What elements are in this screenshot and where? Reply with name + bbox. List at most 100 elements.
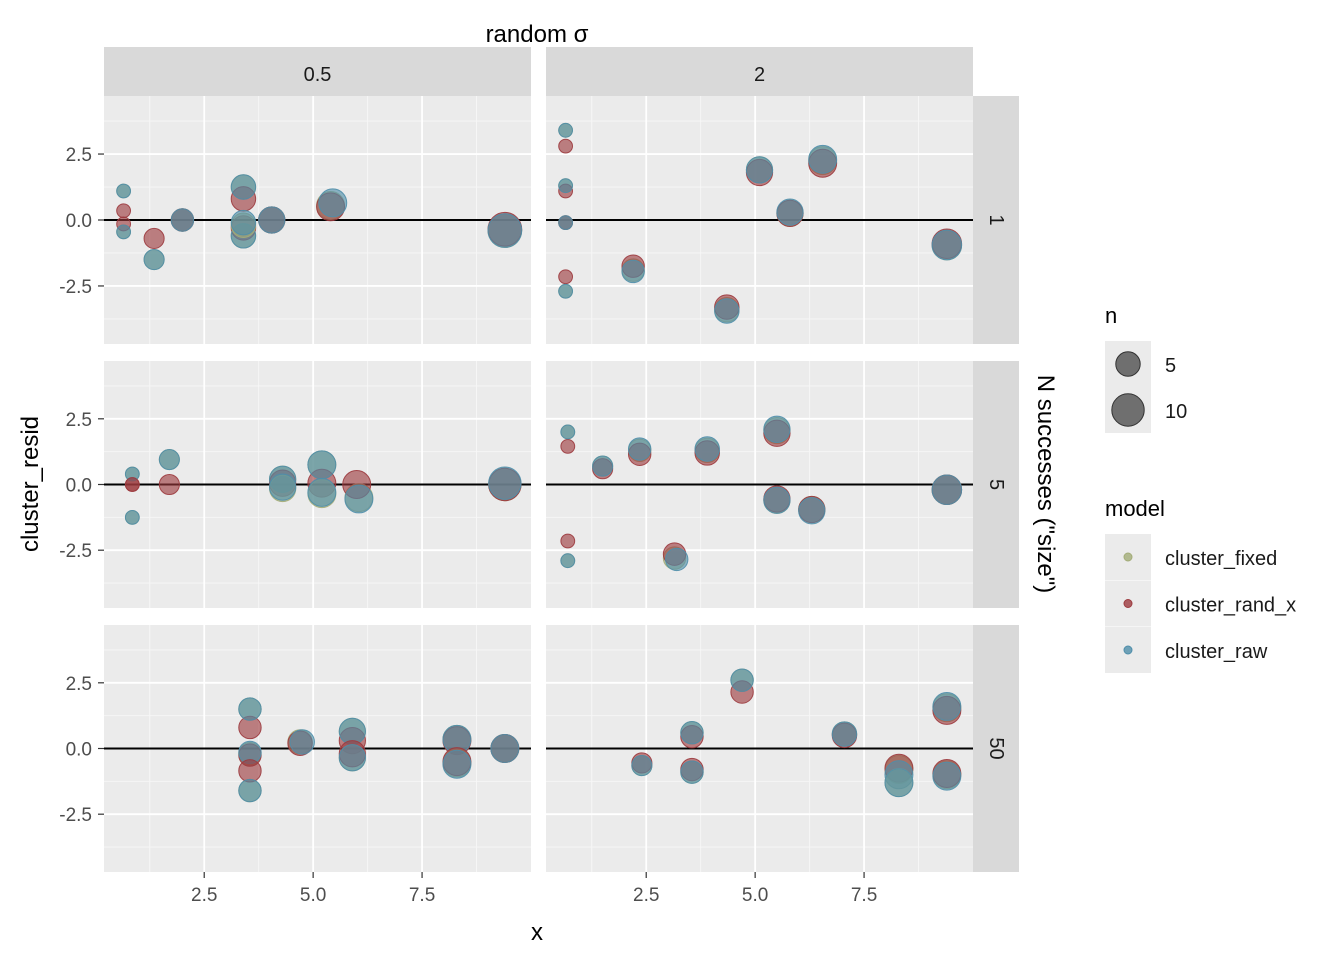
- size-legend-label: 10: [1165, 401, 1187, 423]
- facet-panel: [546, 96, 973, 344]
- data-point-cluster-raw: [665, 547, 689, 572]
- facet-panel: [104, 625, 531, 872]
- data-point-cluster-raw: [931, 229, 963, 261]
- data-point-cluster-rand-x: [558, 138, 574, 154]
- facet-col-strip: [546, 47, 973, 96]
- data-point-cluster-raw: [558, 178, 574, 194]
- data-point-cluster-raw: [627, 437, 652, 461]
- data-point-cluster-raw: [558, 122, 574, 138]
- data-point-cluster-raw: [238, 697, 262, 721]
- data-point-cluster-raw: [763, 486, 791, 514]
- legend: n 5 10 model cluster_fixed cluster_rand_xclus…: [1105, 303, 1296, 673]
- x-tick-label: 7.5: [851, 885, 877, 906]
- y-tick-label: 2.5: [66, 410, 92, 431]
- data-point-cluster-raw: [338, 744, 366, 772]
- data-point-cluster-raw: [116, 224, 132, 240]
- facet-row-label: 1: [985, 214, 1007, 225]
- x-axis-title: x: [531, 919, 543, 946]
- data-point-cluster-raw: [258, 206, 286, 234]
- y-tick-label: -2.5: [59, 277, 92, 298]
- data-point-cluster-rand-x: [560, 438, 576, 454]
- y-tick-label: 0.0: [66, 476, 92, 497]
- data-point-cluster-raw: [487, 213, 523, 248]
- data-point-cluster-raw: [560, 553, 576, 569]
- data-point-cluster-raw: [621, 259, 645, 284]
- data-point-cluster-raw: [763, 415, 791, 443]
- data-point-cluster-raw: [745, 156, 774, 184]
- size-legend-symbol: [1111, 393, 1145, 427]
- color-legend-symbol: [1123, 599, 1133, 608]
- facet-panels: 0.5 2 1 5 50 -2.5 0.0 2.5 -2.5 0.0 2.5 -2.5 0.0 2.5 2.…: [59, 47, 1019, 906]
- data-point-cluster-raw: [124, 509, 140, 525]
- chart-title: random σ: [486, 21, 589, 48]
- data-point-cluster-raw: [932, 691, 962, 721]
- data-point-cluster-rand-x: [238, 759, 262, 783]
- data-point-cluster-raw: [932, 761, 962, 791]
- data-point-cluster-raw: [680, 721, 704, 745]
- data-point-cluster-raw: [730, 668, 754, 692]
- data-point-cluster-raw: [776, 198, 804, 226]
- facet-row-label: 50: [985, 737, 1007, 759]
- data-point-cluster-raw: [694, 436, 720, 462]
- size-legend-symbol: [1115, 351, 1141, 377]
- y-tick-label: -2.5: [59, 541, 92, 562]
- data-point-cluster-raw: [560, 424, 576, 440]
- data-point-cluster-raw: [798, 497, 826, 525]
- data-point-cluster-raw: [714, 298, 740, 324]
- x-tick-label: 2.5: [633, 885, 659, 906]
- y-tick-label: 2.5: [66, 145, 92, 166]
- facet-col-label: 0.5: [304, 64, 332, 86]
- facet-row-title: N successes ("size"): [1032, 375, 1059, 593]
- y-tick-label: 0.0: [66, 211, 92, 232]
- facet-col-label: 2: [754, 64, 765, 86]
- data-point-cluster-rand-x: [124, 477, 140, 492]
- data-point-cluster-raw: [307, 450, 337, 480]
- data-point-cluster-raw: [442, 749, 472, 779]
- data-point-cluster-raw: [238, 778, 262, 803]
- data-point-cluster-raw: [680, 760, 704, 784]
- x-tick-label: 7.5: [409, 885, 435, 906]
- data-point-cluster-rand-x: [116, 203, 132, 219]
- data-point-cluster-raw: [344, 484, 374, 514]
- data-point-cluster-raw: [490, 734, 520, 763]
- y-axis-title: cluster_resid: [17, 416, 44, 552]
- color-legend-label: cluster_raw: [1165, 641, 1268, 663]
- data-point-cluster-raw: [808, 144, 838, 174]
- data-point-cluster-raw: [269, 473, 297, 501]
- facet-col-strip: [104, 47, 531, 96]
- size-legend-label: 5: [1165, 355, 1176, 377]
- x-tick-label: 5.0: [742, 885, 768, 906]
- y-tick-label: 2.5: [66, 674, 92, 695]
- size-legend-title: n: [1105, 303, 1117, 328]
- data-point-cluster-raw: [931, 474, 963, 506]
- data-point-cluster-raw: [158, 448, 180, 471]
- data-point-cluster-rand-x: [560, 533, 576, 549]
- y-tick-label: -2.5: [59, 805, 92, 826]
- data-point-cluster-raw: [116, 183, 132, 199]
- data-point-cluster-raw: [558, 283, 574, 299]
- facet-panel: [546, 361, 973, 608]
- facet-row-strip: [973, 361, 1019, 608]
- data-point-cluster-raw: [631, 755, 653, 777]
- facet-panel: [104, 361, 531, 608]
- color-legend-title: model: [1105, 496, 1165, 521]
- data-point-cluster-raw: [884, 768, 914, 798]
- color-legend-label: cluster_rand_x: [1165, 595, 1296, 617]
- data-point-cluster-raw: [170, 208, 195, 232]
- data-point-cluster-raw: [831, 721, 858, 747]
- data-point-cluster-raw: [592, 455, 614, 477]
- y-tick-label: 0.0: [66, 740, 92, 761]
- data-point-cluster-raw: [230, 174, 257, 200]
- data-point-cluster-raw: [318, 188, 348, 218]
- data-point-cluster-rand-x: [143, 227, 165, 250]
- data-point-cluster-rand-x: [158, 473, 180, 496]
- facet-panel: [104, 96, 531, 344]
- data-point-cluster-raw: [143, 249, 165, 271]
- x-tick-label: 2.5: [191, 885, 217, 906]
- data-point-cluster-raw: [558, 215, 574, 231]
- data-point-cluster-raw: [230, 209, 257, 236]
- color-legend-symbol: [1123, 552, 1133, 562]
- facet-row-strip: [973, 96, 1019, 344]
- data-point-cluster-raw: [307, 477, 337, 507]
